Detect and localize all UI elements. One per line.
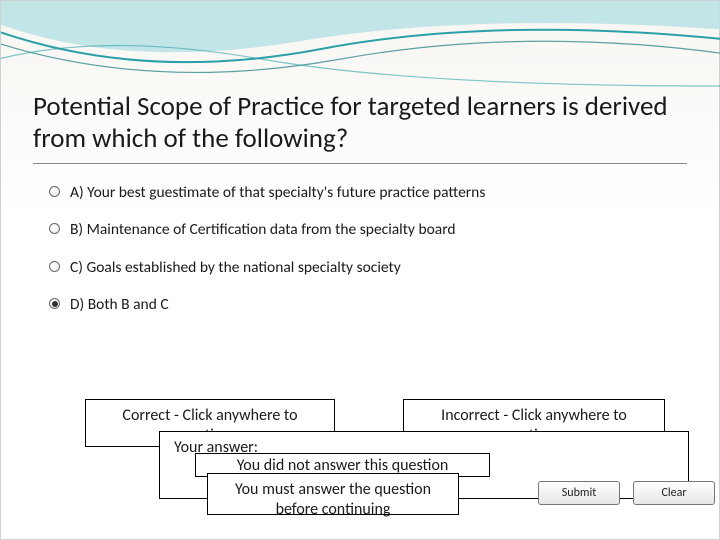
- option-c[interactable]: C) Goals established by the national spe…: [49, 258, 569, 277]
- clear-label: Clear: [661, 486, 686, 500]
- must-answer-box: You must answer the question before cont…: [207, 473, 459, 515]
- feedback-area: Correct - Click anywhere to continue Inc…: [1, 399, 720, 519]
- title-underline: [33, 163, 687, 164]
- clear-button[interactable]: Clear: [633, 481, 715, 505]
- radio-b[interactable]: [49, 223, 60, 234]
- option-a[interactable]: A) Your best guestimate of that specialt…: [49, 183, 569, 202]
- option-b[interactable]: B) Maintenance of Certification data fro…: [49, 220, 569, 239]
- submit-button[interactable]: Submit: [538, 481, 620, 505]
- must-answer-text: You must answer the question before cont…: [235, 480, 431, 519]
- option-b-text: B) Maintenance of Certification data fro…: [70, 220, 569, 239]
- submit-label: Submit: [562, 486, 596, 500]
- options-list: A) Your best guestimate of that specialt…: [49, 183, 569, 333]
- option-d[interactable]: D) Both B and C: [49, 295, 569, 314]
- slide: Potential Scope of Practice for targeted…: [0, 0, 720, 540]
- header-wave: [1, 1, 720, 91]
- option-d-text: D) Both B and C: [70, 295, 569, 314]
- option-a-text: A) Your best guestimate of that specialt…: [70, 183, 569, 202]
- radio-a[interactable]: [49, 186, 60, 197]
- radio-c[interactable]: [49, 261, 60, 272]
- radio-d[interactable]: [49, 298, 60, 309]
- option-c-text: C) Goals established by the national spe…: [70, 258, 569, 277]
- question-title: Potential Scope of Practice for targeted…: [33, 91, 687, 156]
